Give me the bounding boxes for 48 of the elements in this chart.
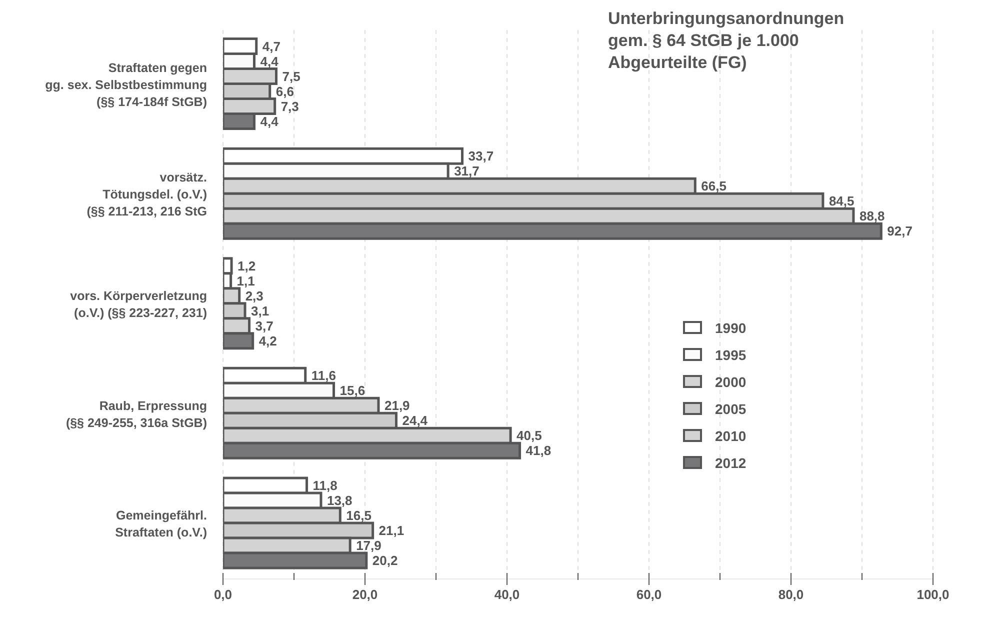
data-label: 40,5	[516, 428, 542, 444]
chart-title: Unterbringungsanordnungen gem. § 64 StGB je 1.000 Abgeurteilte (FG)	[608, 8, 844, 74]
data-label: 24,4	[402, 413, 428, 428]
data-label: 1,2	[238, 258, 256, 274]
data-label: 13,8	[326, 492, 352, 508]
x-tick-label: 100,0	[916, 587, 950, 602]
legend-label: 1990	[715, 320, 746, 336]
data-label: 2,3	[245, 288, 264, 304]
legend-label: 2005	[715, 400, 746, 416]
y-tick-label: vorsätz. Tötungsdel. (o.V.) (§§ 211-213, 216 StG	[86, 170, 207, 219]
data-label: 3,1	[251, 303, 270, 318]
data-label: 11,6	[311, 368, 336, 384]
y-tick-label: vors. Körperverletzung (o.V.) (§§ 223-227, 231)	[70, 289, 207, 320]
y-tick-label: Raub, Erpressung (§§ 249-255, 316a StGB)	[66, 398, 207, 430]
legend-label: 2010	[715, 428, 746, 444]
data-label: 4,7	[262, 38, 280, 54]
data-label: 4,4	[260, 54, 280, 69]
data-label: 6,6	[276, 84, 294, 99]
x-tick-label: 0,0	[214, 587, 232, 602]
y-tick-label: Straftaten gegen gg. sex. Selbstbestimmung (§§ 174-184f StGB)	[45, 60, 207, 109]
data-label: 66,5	[701, 178, 726, 194]
x-tick-label: 60,0	[636, 587, 662, 602]
y-tick-label: Gemeingefährl. Straftaten (o.V.)	[115, 508, 207, 540]
data-label: 33,7	[468, 148, 494, 164]
x-tick-label: 40,0	[494, 587, 520, 602]
data-label: 21,9	[384, 398, 410, 414]
data-label: 15,6	[340, 383, 366, 398]
data-label: 41,8	[526, 443, 552, 458]
data-label: 20,2	[372, 552, 398, 568]
data-label: 84,5	[828, 194, 854, 209]
data-label: 4,4	[260, 114, 280, 129]
data-label: 31,7	[454, 164, 480, 179]
x-tick-label: 80,0	[778, 587, 804, 602]
data-label: 3,7	[255, 318, 274, 334]
data-label: 17,9	[356, 538, 382, 553]
data-label: 16,5	[346, 508, 372, 523]
legend-label: 1995	[715, 346, 746, 362]
data-label: 1,1	[236, 273, 255, 288]
legend-label: 2012	[715, 454, 746, 470]
data-label: 21,1	[378, 522, 404, 538]
data-label: 92,7	[887, 224, 912, 239]
x-tick-label: 20,0	[352, 587, 378, 602]
data-label: 88,8	[859, 208, 885, 224]
data-label: 4,2	[258, 333, 277, 348]
data-label: 11,8	[312, 478, 338, 493]
legend-label: 2000	[715, 374, 746, 390]
data-label: 7,3	[280, 98, 299, 114]
data-label: 7,5	[282, 68, 300, 84]
